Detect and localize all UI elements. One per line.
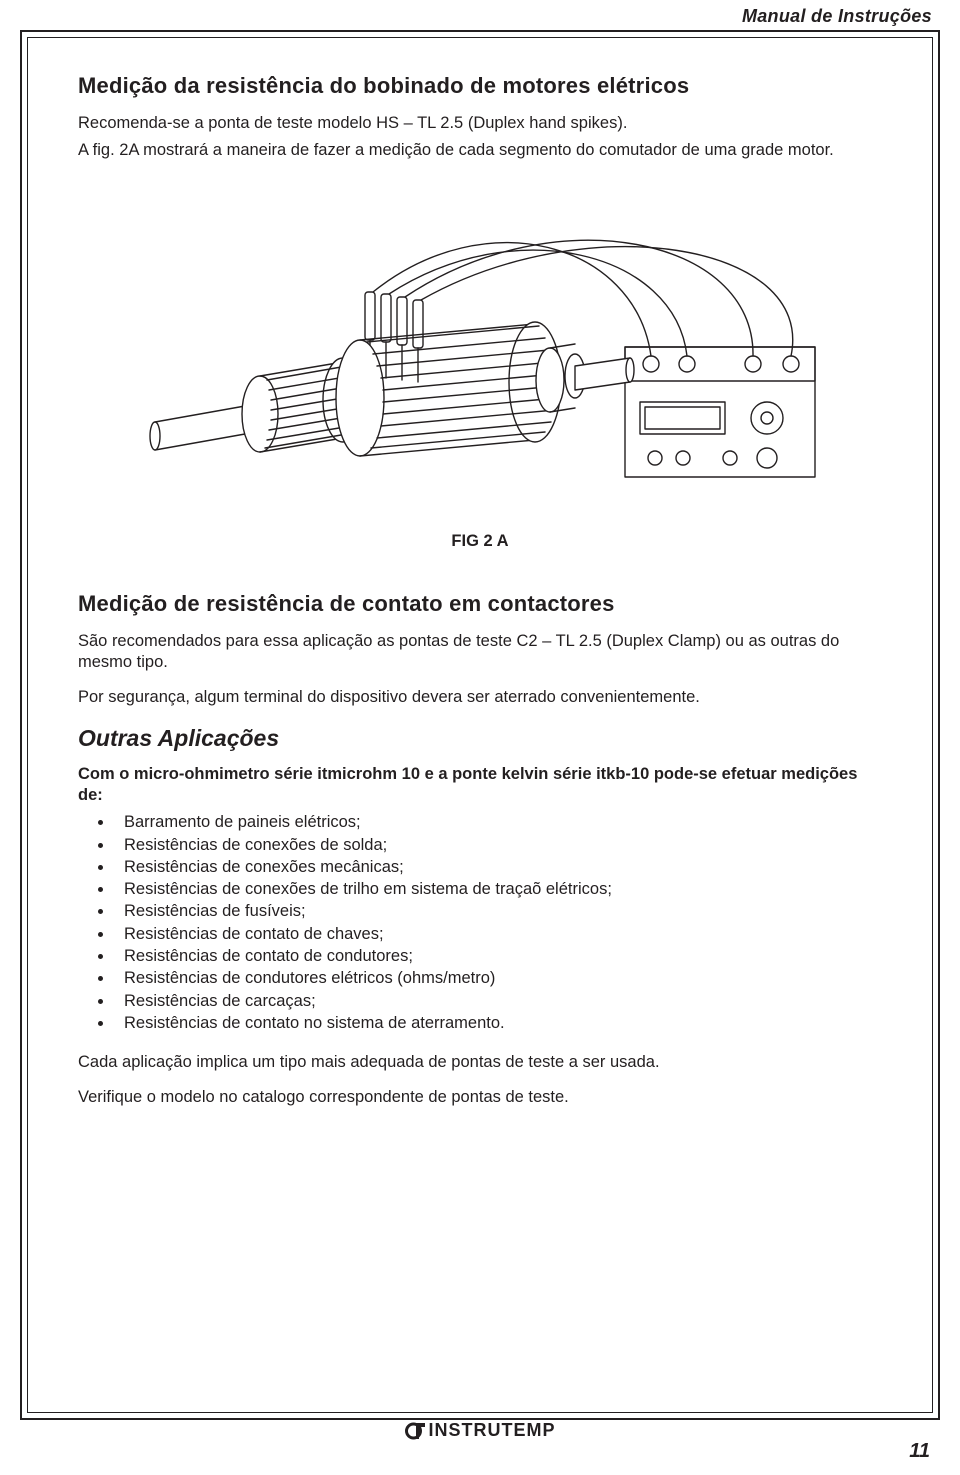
figure-2a-diagram: [135, 182, 825, 522]
list-item: Resistências de conexões de solda;: [114, 834, 882, 856]
section3-title: Outras Aplicações: [78, 725, 882, 752]
brand-logo-icon: [405, 1421, 427, 1441]
section3-outro2: Verifique o modelo no catalogo correspon…: [78, 1087, 882, 1108]
section1-para1: Recomenda-se a ponta de teste modelo HS …: [78, 113, 882, 134]
section2-para2: Por segurança, algum terminal do disposi…: [78, 687, 882, 708]
figure-2a-caption: FIG 2 A: [78, 532, 882, 551]
page-number: 11: [909, 1440, 930, 1463]
list-item: Resistências de fusíveis;: [114, 900, 882, 922]
page-inner-frame: Medição da resistência do bobinado de mo…: [27, 37, 933, 1413]
header-title: Manual de Instruções: [742, 6, 932, 27]
section2-title: Medição de resistência de contato em con…: [78, 591, 882, 617]
list-item: Resistências de contato no sistema de at…: [114, 1012, 882, 1034]
section1-title: Medição da resistência do bobinado de mo…: [78, 73, 882, 99]
footer-brand: INSTRUTEMP: [0, 1420, 960, 1441]
figure-2a-wrap: [78, 182, 882, 522]
page-outer-frame: Medição da resistência do bobinado de mo…: [20, 30, 940, 1420]
footer-brand-text: INSTRUTEMP: [429, 1420, 556, 1441]
list-item: Resistências de condutores elétricos (oh…: [114, 967, 882, 989]
section3-intro: Com o micro-ohmimetro série itmicrohm 10…: [78, 764, 882, 805]
section2-para1: São recomendados para essa aplicação as …: [78, 631, 882, 672]
list-item: Resistências de contato de condutores;: [114, 945, 882, 967]
section3-outro1: Cada aplicação implica um tipo mais adeq…: [78, 1052, 882, 1073]
list-item: Resistências de contato de chaves;: [114, 923, 882, 945]
list-item: Resistências de conexões de trilho em si…: [114, 878, 882, 900]
applications-list: Barramento de paineis elétricos; Resistê…: [78, 811, 882, 1034]
list-item: Barramento de paineis elétricos;: [114, 811, 882, 833]
section1-para2: A fig. 2A mostrará a maneira de fazer a …: [78, 140, 882, 161]
list-item: Resistências de conexões mecânicas;: [114, 856, 882, 878]
list-item: Resistências de carcaças;: [114, 990, 882, 1012]
